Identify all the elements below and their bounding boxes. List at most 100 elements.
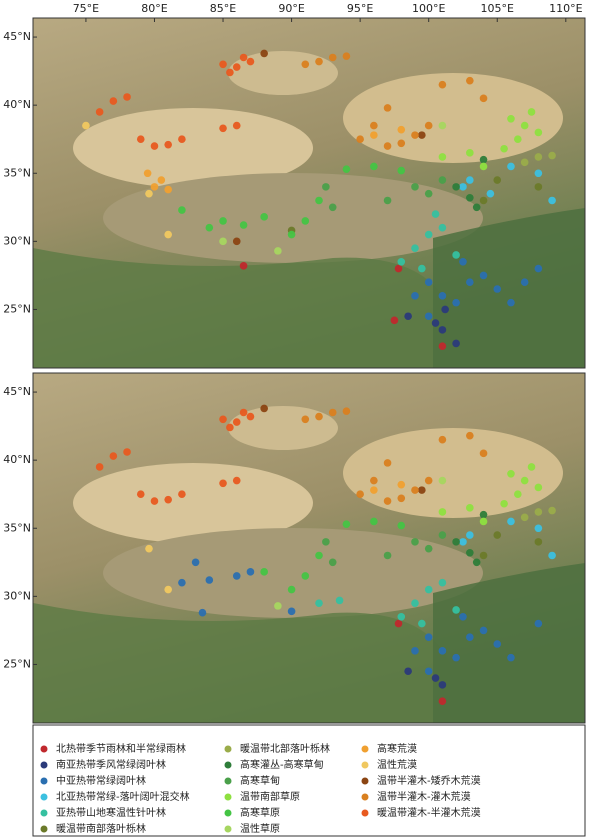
legend-swatch — [40, 761, 48, 769]
sample-point — [315, 599, 323, 607]
sample-point — [205, 576, 214, 584]
sample-point — [493, 176, 502, 184]
sample-point — [143, 169, 152, 178]
sample-point — [438, 476, 447, 485]
sample-point — [150, 497, 159, 505]
sample-point — [219, 124, 227, 133]
sample-point — [328, 408, 337, 417]
sample-point — [507, 517, 515, 526]
sample-point — [534, 619, 543, 628]
sample-point — [232, 572, 241, 580]
sample-point — [383, 142, 392, 150]
sample-point — [383, 459, 392, 467]
sample-point — [301, 572, 310, 580]
sample-point — [370, 121, 378, 130]
sample-point — [315, 57, 323, 66]
legend-swatch — [40, 809, 48, 817]
sample-point — [232, 237, 241, 246]
sample-point — [232, 63, 241, 71]
sample-point — [411, 599, 419, 607]
sample-point — [520, 158, 529, 167]
sample-point — [370, 517, 378, 526]
sample-point — [123, 448, 131, 456]
sample-point — [424, 278, 433, 287]
sample-point — [397, 257, 406, 266]
sample-point — [452, 538, 460, 546]
y-tick-label: 30°N — [3, 234, 31, 247]
sample-point — [383, 551, 392, 560]
sample-point — [342, 52, 351, 60]
sample-point — [466, 76, 474, 85]
sample-point — [164, 140, 172, 149]
sample-point — [438, 681, 447, 689]
sample-point — [123, 93, 131, 101]
legend-swatch — [40, 825, 48, 833]
x-tick-label: 75°E — [73, 2, 99, 15]
sample-point — [534, 483, 543, 492]
y-tick-label: 35°N — [3, 166, 31, 179]
sample-point — [479, 94, 488, 103]
sample-point — [424, 585, 433, 594]
sample-point — [534, 264, 543, 273]
sample-point — [452, 183, 460, 191]
sample-point — [438, 647, 447, 655]
sample-point — [479, 155, 488, 164]
sample-point — [260, 568, 268, 576]
sample-point — [479, 196, 488, 205]
sample-point — [486, 189, 495, 198]
sample-point — [424, 667, 433, 676]
sample-point — [424, 312, 433, 321]
sample-point — [383, 196, 392, 205]
sample-point — [335, 596, 344, 605]
legend-swatch — [40, 745, 48, 753]
sample-point — [370, 131, 378, 139]
sample-point — [424, 633, 433, 642]
y-tick-label: 35°N — [3, 521, 31, 534]
sample-point — [301, 415, 310, 424]
sample-point — [157, 176, 166, 184]
sample-point — [109, 97, 118, 105]
legend-label: 亚热带山地寒温性针叶林 — [56, 806, 166, 819]
sample-point — [315, 551, 323, 560]
sample-point — [260, 49, 268, 58]
sample-point — [226, 423, 234, 432]
sample-point — [459, 257, 467, 266]
sample-point — [438, 80, 447, 89]
sample-point — [459, 538, 467, 546]
sample-point — [164, 230, 172, 239]
sample-point — [424, 544, 433, 553]
sample-point — [178, 490, 186, 499]
y-tick-label: 45°N — [3, 30, 31, 43]
sample-point — [164, 185, 172, 194]
sample-point — [411, 131, 419, 139]
sample-point — [438, 435, 447, 444]
sample-point — [150, 142, 159, 150]
sample-point — [500, 144, 508, 153]
points-layer — [82, 49, 556, 351]
sample-point — [404, 667, 412, 676]
sample-point — [493, 531, 502, 539]
sample-point — [438, 223, 447, 232]
sample-point — [397, 521, 406, 530]
sample-point — [466, 149, 474, 157]
x-tick-label: 80°E — [141, 2, 167, 15]
legend-label: 温带南部草原 — [240, 790, 300, 803]
sample-point — [472, 203, 481, 212]
sample-point — [520, 278, 529, 287]
sample-point — [260, 213, 268, 221]
sample-point — [246, 412, 255, 421]
sample-point — [315, 196, 323, 205]
sample-point — [438, 578, 447, 587]
sample-point — [493, 640, 502, 648]
legend-label: 中亚热带常绿阔叶林 — [56, 774, 146, 787]
sample-point — [191, 558, 200, 567]
sample-point — [411, 538, 419, 546]
y-tick-label: 45°N — [3, 385, 31, 398]
sample-point — [397, 480, 406, 489]
sample-point — [260, 404, 268, 413]
legend-label: 暖温带北部落叶栎林 — [240, 742, 330, 755]
sample-point — [466, 176, 474, 184]
legend-label: 温性荒漠 — [377, 758, 417, 771]
sample-point — [150, 183, 159, 191]
sample-point — [411, 244, 419, 252]
